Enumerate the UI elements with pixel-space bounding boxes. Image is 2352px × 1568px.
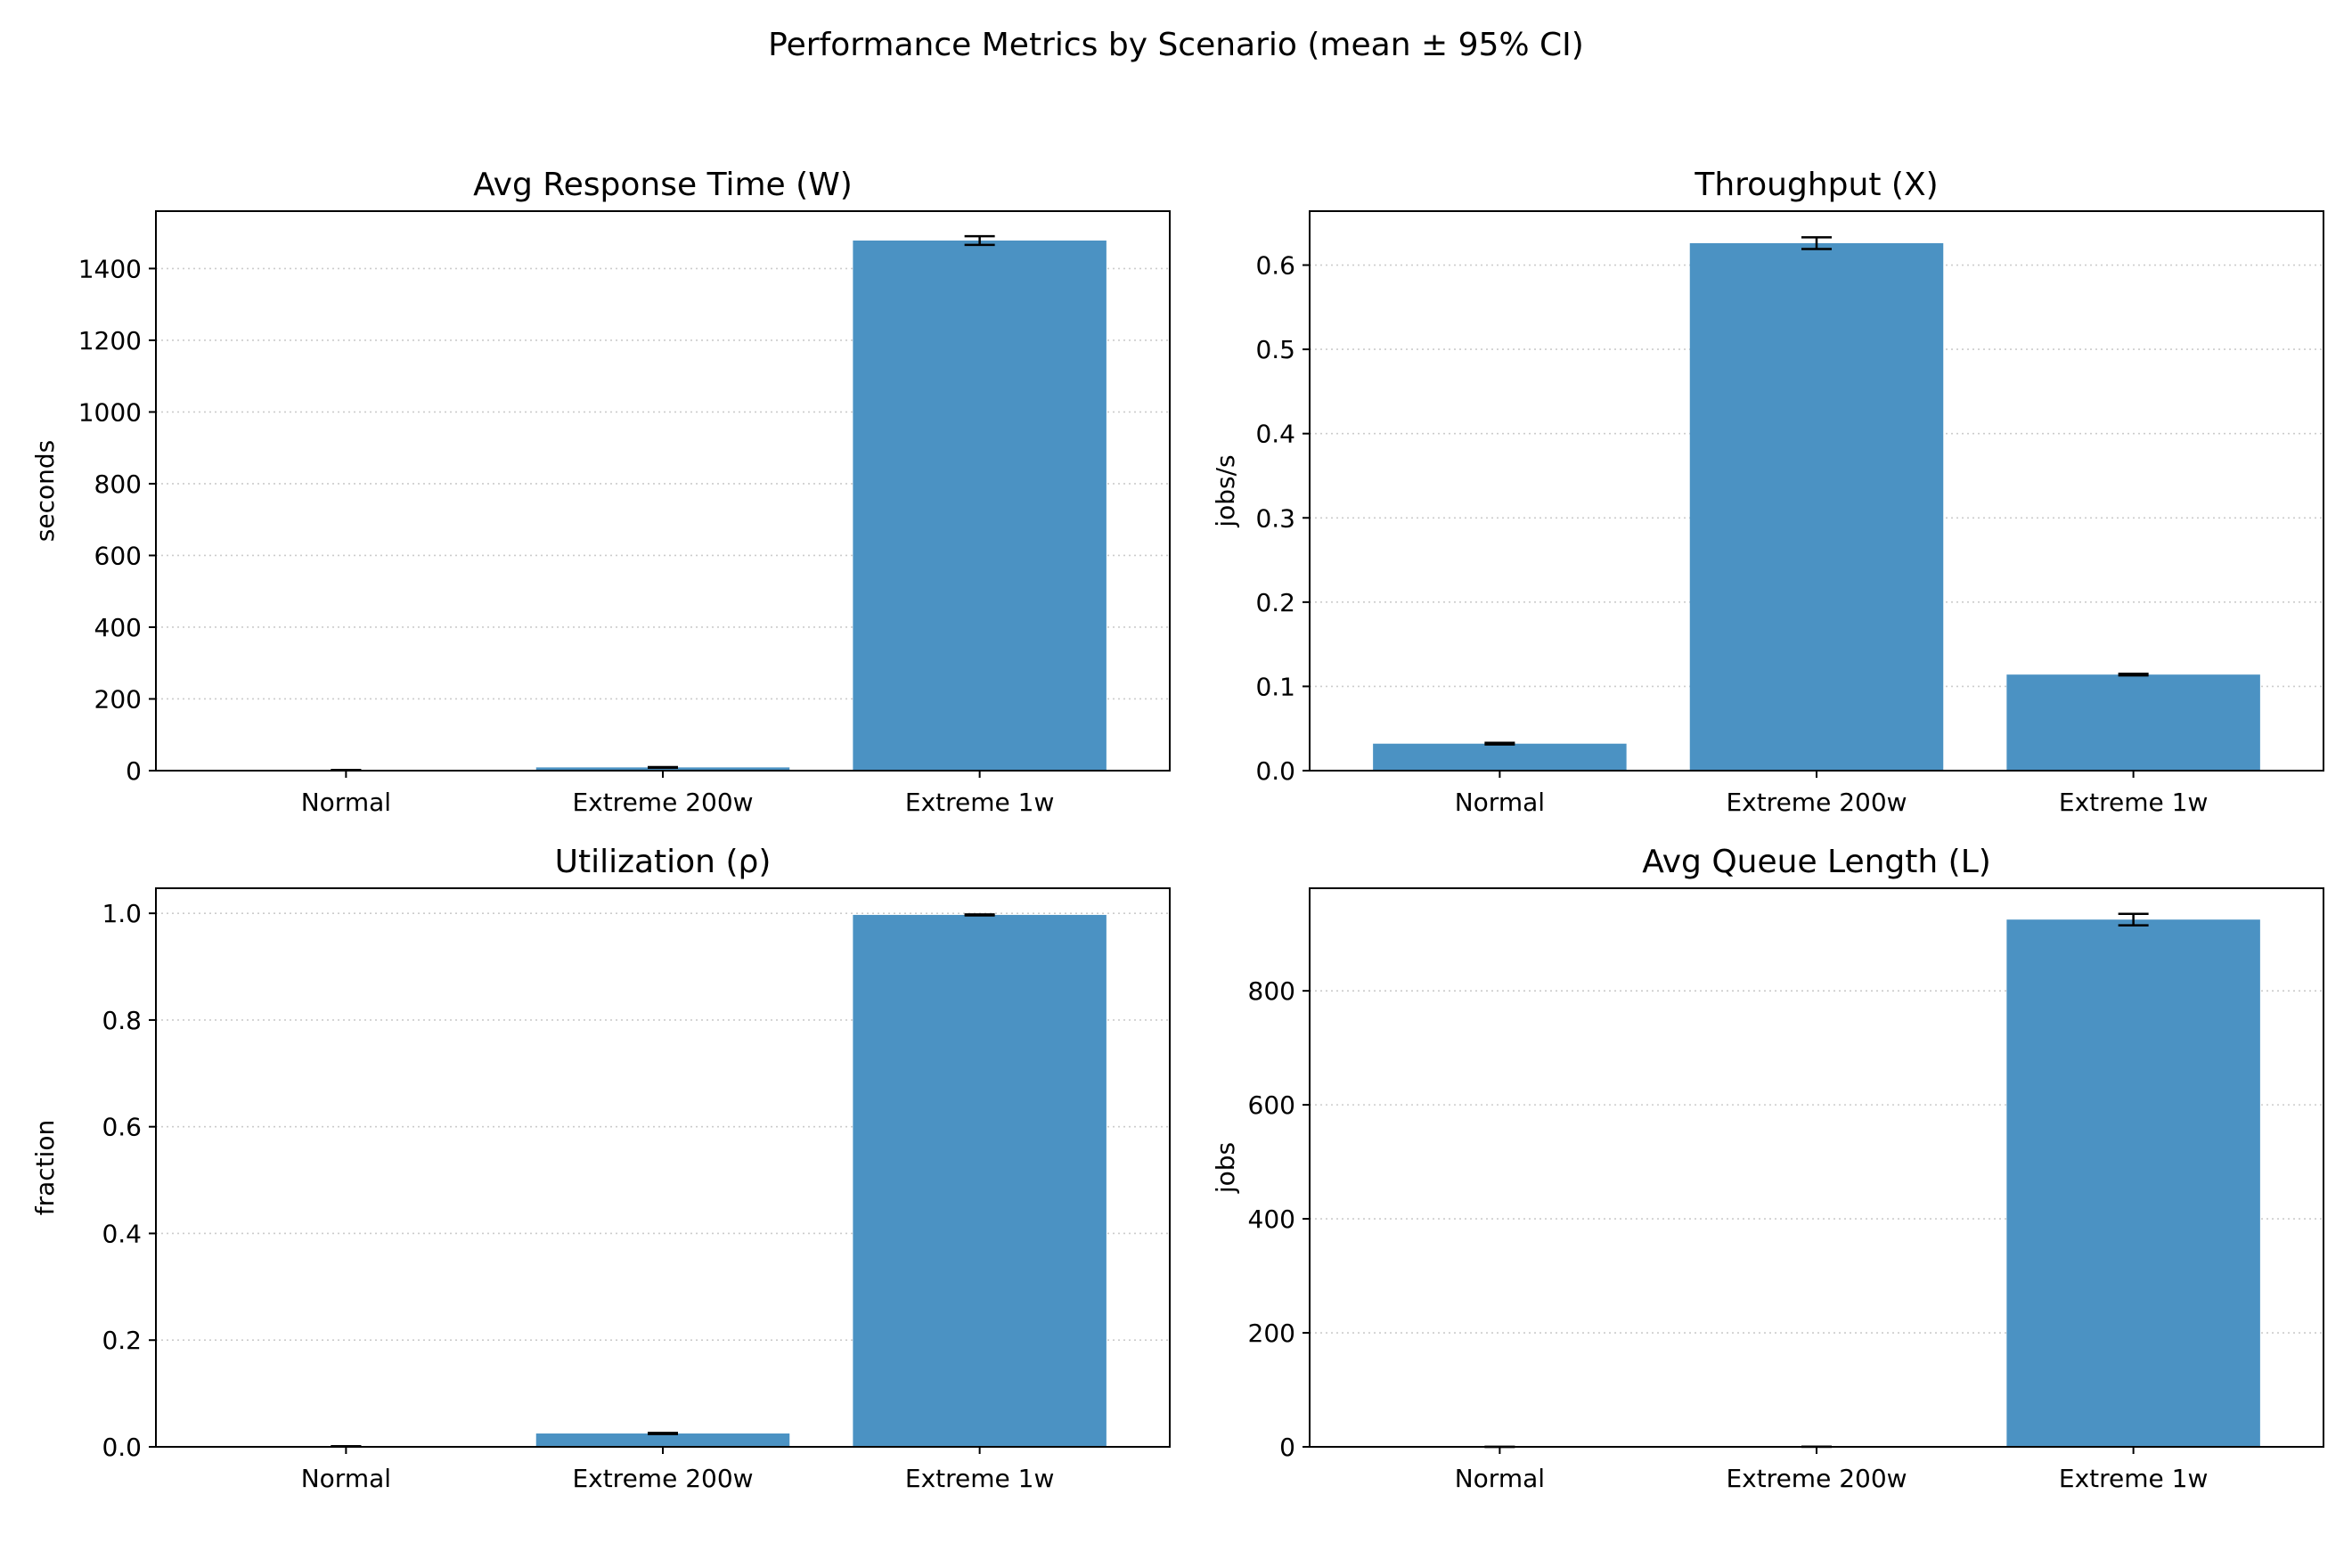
x-tick-label: Extreme 200w: [1726, 788, 1907, 817]
chart-title: Avg Response Time (W): [473, 167, 853, 203]
y-tick-label: 0.0: [102, 1433, 142, 1462]
x-tick-label: Normal: [1455, 1464, 1545, 1493]
y-tick-label: 0.3: [1255, 503, 1295, 533]
chart-title: Throughput (X): [1694, 167, 1938, 203]
y-tick-label: 1200: [78, 326, 142, 355]
x-tick-label: Extreme 200w: [572, 788, 753, 817]
y-axis-label: fraction: [30, 1120, 60, 1216]
bar: [1689, 242, 1944, 771]
y-tick-label: 1400: [78, 254, 142, 283]
bar: [535, 1433, 790, 1447]
chart-panel-4: 0 200 400 600 800 Normal Extreme 200w Extreme 1…: [1211, 844, 2324, 1493]
y-axis-label: seconds: [30, 440, 60, 542]
y-tick-label: 0.8: [102, 1006, 142, 1035]
bar: [853, 241, 1107, 771]
chart-panel-1: 0 200 400 600 800 1000 1200 1400 Normal Extreme 2…: [30, 167, 1171, 817]
x-tick-label: Normal: [301, 1464, 391, 1493]
bar: [1373, 743, 1627, 771]
y-tick-label: 600: [94, 541, 142, 570]
bar: [853, 914, 1107, 1447]
chart-panel-2: 0.0 0.1 0.2 0.3 0.4 0.5 0.6 Normal Extreme 200w E…: [1211, 167, 2324, 817]
y-tick-label: 0.6: [1255, 251, 1295, 281]
x-tick-label: Extreme 1w: [2059, 1464, 2208, 1493]
chart-panel-3: 0.0 0.2 0.4 0.6 0.8 1.0 Normal Extreme 200w Extr…: [30, 844, 1171, 1493]
y-tick-label: 800: [94, 470, 142, 499]
y-tick-label: 1000: [78, 397, 142, 427]
y-tick-label: 0.1: [1255, 672, 1295, 701]
y-tick-label: 200: [1248, 1319, 1295, 1348]
y-tick-label: 0.6: [102, 1113, 142, 1142]
y-tick-label: 0.5: [1255, 335, 1295, 364]
y-tick-label: 0: [1279, 1433, 1295, 1462]
y-axis-label: jobs: [1211, 1142, 1240, 1194]
x-tick-label: Extreme 1w: [905, 788, 1054, 817]
x-tick-label: Extreme 200w: [572, 1464, 753, 1493]
y-axis-label: jobs/s: [1211, 454, 1240, 527]
y-tick-label: 0.0: [1255, 756, 1295, 786]
y-tick-label: 800: [1248, 976, 1295, 1006]
y-tick-label: 1.0: [102, 899, 142, 928]
x-tick-label: Normal: [301, 788, 391, 817]
y-tick-label: 0: [126, 756, 142, 786]
chart-title: Avg Queue Length (L): [1642, 844, 1991, 880]
x-tick-label: Normal: [1455, 788, 1545, 817]
bar: [2006, 674, 2260, 771]
y-tick-label: 0.2: [102, 1326, 142, 1355]
bar: [535, 767, 790, 771]
chart-panels: 0 200 400 600 800 1000 1200 1400 Normal Extreme 2…: [30, 167, 2324, 1493]
y-tick-label: 600: [1248, 1090, 1295, 1120]
y-tick-label: 400: [94, 613, 142, 642]
x-tick-label: Extreme 200w: [1726, 1464, 1907, 1493]
chart-title: Utilization (ρ): [555, 844, 772, 880]
x-tick-label: Extreme 1w: [905, 1464, 1054, 1493]
bar: [2006, 919, 2260, 1447]
y-tick-label: 400: [1248, 1205, 1295, 1234]
y-tick-label: 0.4: [1255, 420, 1295, 449]
figure-suptitle: Performance Metrics by Scenario (mean ± …: [768, 27, 1584, 63]
y-tick-label: 0.4: [102, 1219, 142, 1248]
y-tick-label: 200: [94, 684, 142, 714]
x-tick-label: Extreme 1w: [2059, 788, 2208, 817]
y-tick-label: 0.2: [1255, 588, 1295, 617]
